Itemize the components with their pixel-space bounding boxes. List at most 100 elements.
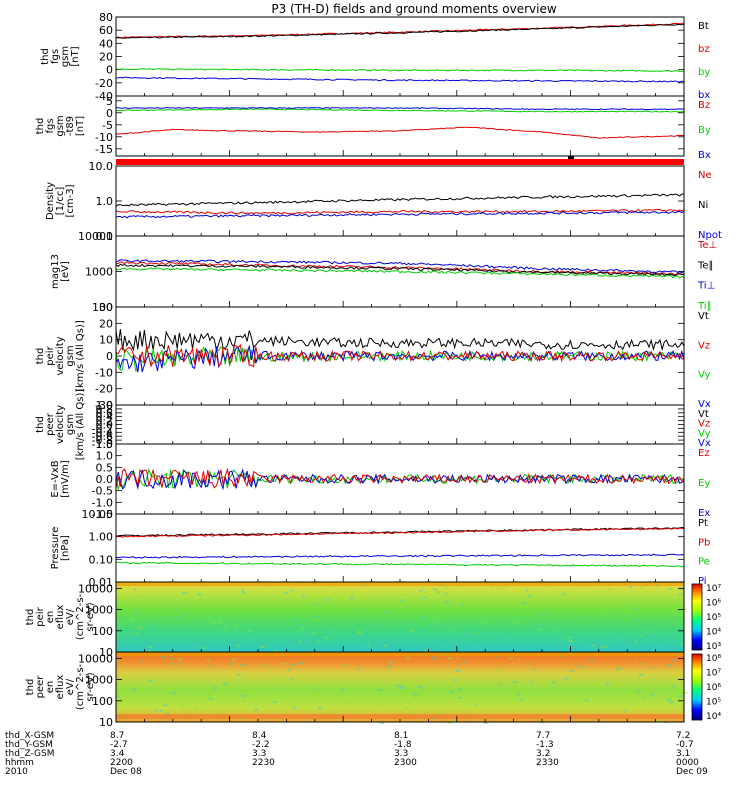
series-by (116, 68, 685, 73)
series-Bx (116, 107, 685, 111)
y-axis-label: sr-eV) (85, 672, 96, 701)
spectrogram-pixel (332, 585, 335, 588)
spectrogram-pixel (634, 658, 637, 661)
y-tick-label: 10.00 (82, 508, 114, 521)
series-bz (115, 23, 685, 39)
plot-frame (115, 513, 685, 583)
legend-Vx: Vx (698, 438, 711, 449)
colorbar-tick-label: 10⁵ (706, 698, 721, 708)
spectrogram-pixel (422, 586, 426, 589)
spectrogram-pixel (289, 589, 293, 592)
spectrogram-pixel (453, 679, 458, 682)
spectrogram-pixel (282, 678, 286, 681)
y-tick-label: 1000 (85, 604, 113, 617)
spectrogram-pixel (423, 596, 427, 599)
y-tick-label: 10 (99, 646, 113, 659)
spectrogram-pixel (290, 677, 293, 680)
y-tick-label: 80 (99, 11, 113, 24)
spectrogram-pixel (345, 690, 350, 693)
legend-bx: bx (698, 90, 710, 101)
spectrogram-pixel (136, 627, 141, 630)
legend-Te∥: Te∥ (697, 260, 714, 271)
legend-Ti∥: Ti∥ (697, 301, 712, 312)
y-axis-label: eflux (55, 675, 66, 700)
series-Pi (116, 553, 685, 559)
y-tick-label: 0.1 (96, 230, 114, 243)
spectrogram-pixel (222, 683, 228, 686)
spectrogram-pixel (450, 691, 455, 694)
spectrogram-pixel (344, 664, 349, 667)
spectrogram-pixel (466, 634, 471, 637)
y-tick-label: -20 (95, 77, 113, 90)
legend-Pb: Pb (698, 537, 710, 548)
spectrogram-pixel (534, 596, 538, 599)
spectrogram-pixel (528, 594, 532, 597)
spectrogram-pixel (502, 586, 507, 589)
spectrogram-pixel (313, 687, 317, 690)
spectrogram-pixel (357, 631, 363, 634)
y-axis-label: thd (25, 609, 36, 626)
spectrogram-pixel (368, 623, 371, 626)
spectrogram-pixel (536, 614, 541, 617)
spectrogram-pixel (396, 606, 402, 609)
spectrogram-pixel (169, 657, 173, 660)
spectrogram-pixel (405, 633, 411, 636)
spectrogram-pixel (222, 629, 226, 632)
spectrogram-pixel (564, 677, 568, 680)
legend-Vt: Vt (698, 409, 709, 420)
spectrogram-pixel (420, 629, 426, 632)
y-tick-label: -15 (95, 143, 113, 156)
spectrogram-pixel (174, 602, 180, 605)
spectrogram-pixel (623, 645, 628, 648)
spectrogram-pixel (673, 621, 677, 624)
spectrogram-pixel (458, 603, 463, 606)
colorbar-p10 (691, 583, 703, 651)
spectrogram-pixel (445, 601, 450, 604)
spectrogram-pixel (389, 661, 392, 664)
spectrogram-pixel (635, 640, 638, 643)
y-tick-label: 1.0 (96, 399, 114, 412)
spectrogram-pixel (359, 712, 362, 715)
spectrogram-pixel (254, 708, 259, 711)
y-tick-label: 10 (99, 334, 113, 347)
y-tick-label: 100 (92, 301, 113, 314)
spectrogram-pixel (165, 617, 169, 620)
series-Ni (115, 193, 685, 207)
spectrogram-pixel (350, 710, 354, 713)
spectrogram-pixel (405, 656, 411, 659)
spectrogram-pixel (275, 648, 279, 651)
spectrogram-pixel (536, 605, 539, 608)
y-tick-label: 20 (99, 317, 113, 330)
legend-Te⊥: Te⊥ (697, 240, 717, 251)
spectrogram-pixel (403, 621, 408, 624)
spectrogram-pixel (566, 636, 572, 639)
ephemeris-value: 3.3 (252, 749, 266, 759)
colorbar-tick-label: 10⁵ (706, 613, 721, 623)
spectrogram-pixel (128, 701, 133, 704)
spectrogram-pixel (608, 588, 613, 591)
y-axis-label: peer (45, 412, 56, 436)
spectrogram-pixel (124, 690, 129, 693)
spectrogram-pixel (315, 618, 320, 621)
spectrogram-pixel (468, 609, 472, 612)
spectrogram-pixel (680, 642, 683, 645)
y-tick-label: 10000 (78, 652, 113, 665)
spectrogram-pixel (147, 646, 152, 649)
spectrogram-pixel (499, 684, 503, 687)
spectrogram-pixel (437, 712, 442, 715)
spectrogram-pixel (478, 646, 481, 649)
spectrogram-pixel (610, 680, 614, 683)
y-axis-label: thd (35, 416, 46, 433)
spectrogram-pixel (262, 603, 267, 606)
spectrogram-pixel (455, 669, 461, 672)
spectrogram-pixel (391, 693, 395, 696)
spectrogram-pixel (433, 656, 437, 659)
y-tick-label: -10 (95, 131, 113, 144)
ephemeris-value: 8.1 (394, 731, 408, 741)
spectrogram-pixel (489, 632, 494, 635)
y-tick-label: -0.4 (92, 426, 113, 439)
y-tick-label: 10.0 (89, 160, 114, 173)
spectrogram-pixel (445, 592, 448, 595)
y-tick-label: 1.5 (96, 438, 114, 451)
spectrogram-pixel (162, 704, 168, 707)
